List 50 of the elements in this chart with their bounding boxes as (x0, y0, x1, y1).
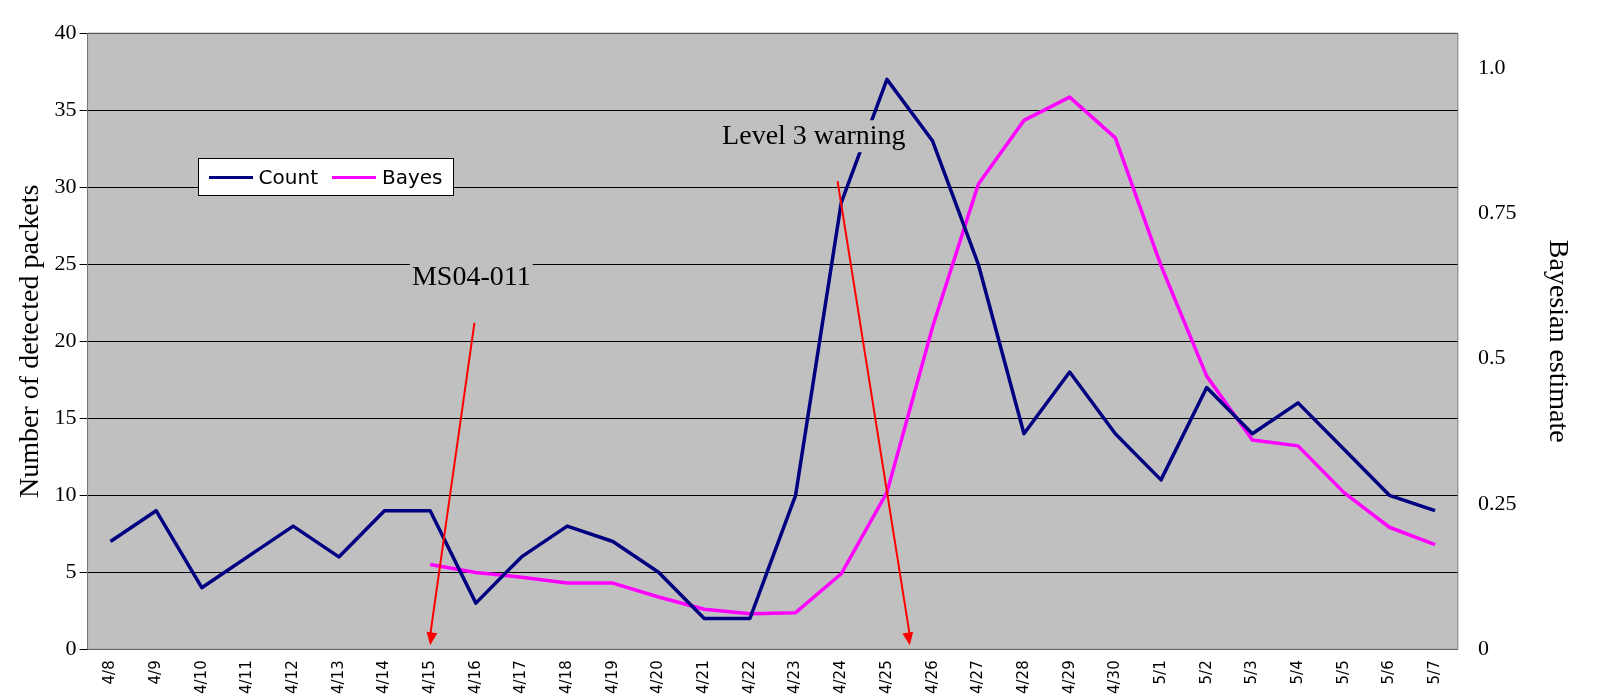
y2-tick-label: 1.0 (1477, 53, 1506, 79)
y2-tick-label: 0.25 (1477, 489, 1517, 515)
y-tick-label: 30 (54, 173, 77, 199)
x-tick-label: 4/13 (328, 660, 347, 694)
annotation: MS04-011 (411, 260, 531, 292)
x-tick-label: 4/18 (557, 660, 576, 694)
y-tick-label: 35 (54, 96, 77, 121)
y-tick-label: 15 (54, 404, 77, 430)
y2-tick-label: 0 (1477, 635, 1489, 661)
x-tick-label: 4/25 (876, 660, 895, 694)
x-tick-label: 4/24 (831, 660, 850, 694)
x-tick-label: 4/27 (968, 660, 987, 694)
x-tick-label: 5/7 (1424, 660, 1443, 685)
x-tick-label: 5/4 (1287, 660, 1306, 685)
y-tick-label: 25 (54, 250, 77, 276)
x-tick-label: 4/21 (694, 660, 713, 694)
legend-label: Bayes (382, 165, 443, 190)
x-tick-label: 4/14 (374, 660, 393, 694)
x-tick-label: 4/17 (511, 660, 530, 694)
x-tick-label: 4/20 (648, 660, 667, 694)
y2-axis-title: Bayesian estimate (1543, 239, 1575, 443)
y2-tick-label: 0.75 (1477, 199, 1517, 225)
y-tick-label: 20 (54, 327, 77, 353)
x-tick-label: 4/26 (922, 660, 941, 694)
x-tick-label: 4/30 (1105, 660, 1124, 694)
x-tick-label: 5/5 (1333, 660, 1352, 685)
x-tick-label: 4/28 (1013, 660, 1032, 694)
y-tick-label: 40 (54, 18, 77, 44)
x-tick-label: 4/9 (146, 660, 165, 685)
x-tick-label: 4/16 (465, 660, 484, 694)
legend-label: Count (258, 165, 318, 190)
x-tick-label: 4/22 (739, 660, 758, 694)
annotation: Level 3 warning (722, 118, 906, 150)
y-tick-label: 0 (65, 635, 77, 661)
y-axis-title: Number of detected packets (13, 184, 45, 498)
x-tick-label: 5/6 (1379, 660, 1398, 685)
x-tick-label: 4/8 (100, 660, 119, 685)
y-tick-label: 10 (54, 481, 77, 507)
x-tick-label: 4/23 (785, 660, 804, 694)
x-tick-label: 5/2 (1196, 660, 1215, 685)
x-tick-label: 4/15 (420, 660, 439, 694)
y-tick-label: 5 (65, 558, 77, 584)
x-tick-label: 5/3 (1242, 660, 1261, 685)
x-tick-label: 5/1 (1150, 660, 1169, 685)
x-tick-label: 4/10 (191, 660, 210, 694)
x-tick-label: 4/11 (237, 660, 256, 694)
y2-tick-label: 0.5 (1477, 344, 1506, 370)
x-tick-label: 4/29 (1059, 660, 1078, 694)
x-tick-label: 4/19 (602, 660, 621, 694)
x-tick-label: 4/12 (283, 660, 302, 694)
